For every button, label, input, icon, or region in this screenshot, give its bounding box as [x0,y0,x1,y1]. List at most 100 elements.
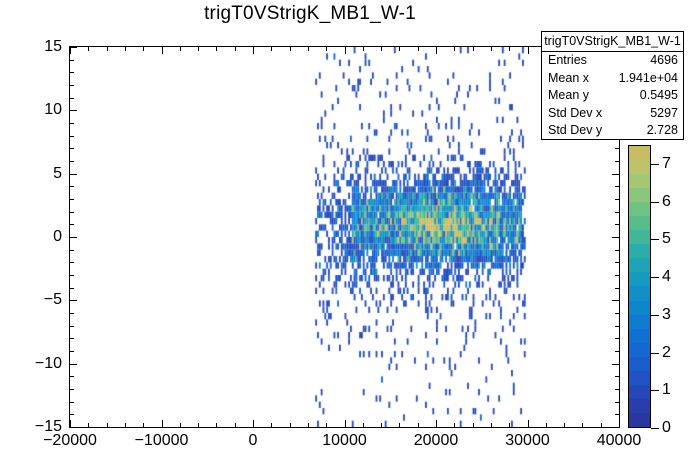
y-tick-minor [70,97,74,99]
x-tick-label: −10000 [134,432,189,449]
x-tick-major [161,420,163,427]
x-tick-major [253,47,254,54]
color-bar-tick [651,352,659,354]
y-tick-minor [615,275,619,276]
y-tick-minor [70,275,74,276]
statistics-box: trigT0VStrigK_MB1_W-1 Entries 4696 Mean x 1… [541,31,684,140]
color-bar-band [629,300,650,315]
color-bar-tick [651,277,659,279]
x-tick-major [619,420,620,427]
color-bar-band [629,230,650,245]
y-tick-minor [70,313,74,314]
y-tick-minor [615,376,619,378]
y-tick-minor [615,161,619,162]
x-tick-minor [271,47,273,51]
x-tick-minor [417,423,419,427]
y-tick-minor [70,72,74,74]
color-bar-band [629,202,650,217]
color-bar-tick-label: 3 [662,305,671,323]
y-tick-minor [615,287,619,289]
stats-row-value: 0.5495 [639,88,678,102]
color-bar-band [629,370,650,385]
color-bar-band [629,244,650,259]
color-bar-tick [651,201,659,203]
y-tick-major [612,173,619,175]
x-tick-minor [124,423,126,427]
x-tick-minor [234,423,236,427]
color-bar [628,145,651,428]
x-tick-minor [509,47,511,51]
color-bar-band [629,384,650,399]
x-tick-major [70,47,71,54]
color-bar-band [629,174,650,189]
x-tick-major [527,47,529,54]
stats-row-label: Mean x [548,70,589,85]
y-tick-minor [70,161,74,162]
y-tick-major [70,173,77,175]
color-bar-tick-label: 0 [662,419,671,436]
x-tick-minor [326,423,328,427]
y-tick-minor [70,123,74,124]
color-bar-band [629,160,650,175]
x-tick-minor [582,423,584,427]
y-tick-minor [615,186,619,188]
y-tick-minor [70,325,74,327]
x-tick-minor [454,423,456,427]
y-tick-major [70,300,77,302]
y-tick-minor [70,224,74,226]
y-tick-minor [70,287,74,289]
x-tick-label: 0 [248,432,258,449]
y-tick-label: 15 [44,38,62,55]
y-tick-minor [615,211,619,213]
x-tick-minor [509,423,511,427]
y-tick-minor [615,224,619,226]
x-tick-minor [307,423,309,427]
color-bar-band [629,314,650,329]
y-tick-minor [70,135,74,137]
stats-rows: Entries 4696 Mean x 1.941e+04 Mean y 0.5495 St… [542,52,683,140]
y-tick-minor [615,389,619,390]
color-bar-tick [651,390,659,392]
x-tick-major [344,47,346,54]
x-tick-minor [326,47,328,51]
stats-row-value: 2.728 [646,123,678,137]
y-tick-minor [615,401,619,403]
x-tick-minor [198,423,200,427]
color-bar-tick-label: 4 [662,268,671,286]
page-title: trigT0VStrigK_MB1_W-1 [204,3,416,24]
x-tick-minor [106,423,108,427]
color-bar-tick [651,163,659,165]
stats-row: Std Dev y 2.728 [542,122,683,140]
x-tick-label: 20000 [413,432,459,449]
x-tick-minor [106,47,108,51]
y-tick-major [70,47,77,48]
x-tick-minor [88,47,90,51]
x-tick-major [70,420,71,427]
x-tick-minor [381,423,383,427]
x-tick-minor [600,423,602,427]
x-tick-minor [307,47,309,51]
stats-row-label: Mean y [548,88,589,102]
color-bar-band [629,188,650,203]
color-bar-band [629,272,650,287]
y-tick-label: −15 [34,418,62,435]
y-tick-minor [70,389,74,390]
x-tick-minor [490,423,492,427]
y-tick-major [70,363,77,365]
x-tick-label: 10000 [322,432,367,449]
y-tick-major [612,363,619,365]
x-tick-minor [399,423,401,427]
x-tick-minor [124,47,126,51]
color-bar-tick-label: 1 [662,381,671,399]
y-tick-minor [615,313,619,314]
stats-header: trigT0VStrigK_MB1_W-1 [542,32,683,52]
color-bar-band [629,146,650,161]
y-tick-minor [70,376,74,378]
y-tick-major [612,237,619,238]
color-bar-band [629,286,650,301]
x-tick-minor [216,47,218,51]
stats-row: Mean y 0.5495 [542,87,683,105]
y-tick-minor [70,85,74,86]
stats-row-label: Std Dev y [548,123,603,137]
x-tick-major [161,47,163,54]
